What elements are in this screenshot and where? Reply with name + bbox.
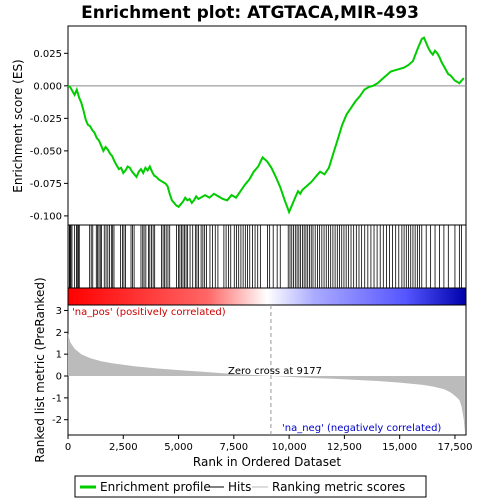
x-axis: 0 2,500 5,000 7,500 10,000 12,500 15,000 17,500 [65, 435, 472, 453]
x-tick-label: 7,500 [220, 442, 249, 453]
es-y-axis: 0.025 0.000 -0.025 -0.050 -0.075 -0.100 [30, 49, 68, 222]
es-y-tick-label: -0.050 [30, 146, 62, 157]
metric-y-axis: 3 2 1 0 -1 -2 [52, 306, 68, 426]
es-y-tick-label: -0.075 [30, 179, 62, 190]
hit-markers [68, 225, 462, 288]
metric-y-tick-label: 3 [56, 306, 62, 317]
es-y-tick-label: -0.025 [30, 114, 62, 125]
enrichment-profile-line [67, 36, 465, 215]
es-panel-frame [67, 25, 467, 226]
x-tick-label: 2,500 [109, 442, 138, 453]
es-y-tick-label: 0.000 [33, 81, 62, 92]
metric-y-axis-label: Ranked list metric (PreRanked) [33, 277, 47, 462]
x-tick-label: 5,000 [164, 442, 193, 453]
legend-metric-label: Ranking metric scores [272, 480, 405, 494]
metric-y-tick-label: 1 [56, 350, 62, 361]
legend-profile-label: Enrichment profile [100, 480, 211, 494]
legend-frame [74, 475, 427, 498]
x-axis-label: Rank in Ordered Dataset [193, 455, 341, 469]
metric-y-tick-label: -1 [52, 393, 62, 404]
metric-y-tick-label: -2 [52, 415, 62, 426]
negative-correlation-label: 'na_neg' (negatively correlated) [282, 423, 441, 434]
metric-y-tick-label: 2 [56, 328, 62, 339]
es-y-tick-label: 0.025 [33, 49, 62, 60]
x-tick-label: 12,500 [327, 442, 362, 453]
x-tick-label: 0 [65, 442, 71, 453]
chart-title: Enrichment plot: ATGTACA,MIR-493 [81, 3, 419, 23]
es-y-tick-label: -0.100 [30, 211, 62, 222]
positive-correlation-label: 'na_pos' (positively correlated) [72, 307, 226, 318]
rank-color-bar [67, 287, 467, 306]
es-y-axis-label: Enrichment score (ES) [11, 59, 25, 192]
legend: Enrichment profile Hits Ranking metric s… [74, 475, 427, 498]
x-tick-label: 10,000 [272, 442, 307, 453]
legend-hits-label: Hits [228, 480, 251, 494]
zero-cross-label: Zero cross at 9177 [228, 366, 322, 377]
metric-y-tick-label: 0 [56, 372, 62, 383]
x-tick-label: 15,000 [382, 442, 417, 453]
x-tick-label: 17,500 [437, 442, 472, 453]
